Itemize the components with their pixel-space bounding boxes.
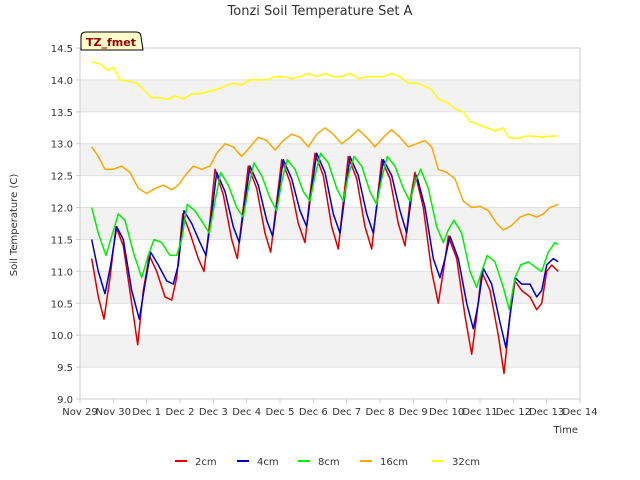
dataset-badge: TZ_fmet <box>80 31 144 51</box>
series-line-32cm <box>91 61 559 140</box>
y-tick-label: 14.0 <box>51 76 73 87</box>
x-tick-label: Dec 2 <box>166 407 195 418</box>
y-tick-label: 10.5 <box>51 299 73 310</box>
series-line-8cm <box>90 152 559 311</box>
y-tick-label: 9.0 <box>57 395 73 406</box>
y-tick-label: 12.0 <box>51 204 73 215</box>
y-axis-title: Soil Temperature (C) <box>9 174 20 277</box>
x-tick-label: Dec 8 <box>366 407 395 418</box>
plot-band <box>80 335 580 368</box>
y-tick-label: 14.5 <box>51 44 73 55</box>
x-tick-label: Dec 4 <box>232 407 261 418</box>
y-tick-label: 9.5 <box>57 363 73 374</box>
chart-title: Tonzi Soil Temperature Set A <box>227 4 413 19</box>
x-tick-label: Dec 14 <box>562 407 597 418</box>
badge-box <box>80 31 144 51</box>
x-tick-label: Dec 12 <box>496 407 531 418</box>
y-tick-label: 12.5 <box>51 172 73 183</box>
y-tick-label: 13.0 <box>51 140 73 151</box>
legend-label-2cm: 2cm <box>195 457 217 468</box>
legend-label-32cm: 32cm <box>452 457 480 468</box>
legend-label-4cm: 4cm <box>257 457 279 468</box>
badge-label: TZ_fmet <box>86 36 136 49</box>
legend-label-8cm: 8cm <box>318 457 340 468</box>
series-line-16cm <box>91 127 559 231</box>
x-tick-label: Dec 1 <box>132 407 161 418</box>
plot-band <box>80 271 580 304</box>
x-tick-label: Dec 13 <box>529 407 564 418</box>
plot-band <box>80 143 580 176</box>
x-tick-label: Nov 29 <box>62 407 97 418</box>
series-lines <box>90 61 559 375</box>
x-tick-label: Dec 6 <box>299 407 328 418</box>
x-tick-label: Dec 3 <box>199 407 228 418</box>
x-tick-label: Dec 10 <box>429 407 464 418</box>
x-tick-label: Dec 7 <box>332 407 361 418</box>
y-tick-label: 11.5 <box>51 235 73 246</box>
y-tick-label: 11.0 <box>51 267 73 278</box>
x-tick-label: Nov 30 <box>96 407 131 418</box>
series-line-4cm <box>90 152 559 349</box>
plot-frame <box>79 47 581 400</box>
legend: 2cm 4cm 8cm 16cm 32cm <box>175 457 480 468</box>
x-axis-title: Time <box>553 425 578 436</box>
plot-band <box>80 79 580 112</box>
y-axis-ticks: 9.0 9.5 10.0 10.5 11.0 11.5 12.0 12.5 13.0 13.5 14… <box>51 44 80 406</box>
y-tick-label: 13.5 <box>51 108 73 119</box>
y-tick-label: 10.0 <box>51 331 73 342</box>
x-tick-label: Dec 11 <box>462 407 497 418</box>
legend-label-16cm: 16cm <box>380 457 408 468</box>
plot-bands <box>80 79 580 368</box>
x-tick-label: Dec 9 <box>399 407 428 418</box>
x-tick-label: Dec 5 <box>266 407 295 418</box>
